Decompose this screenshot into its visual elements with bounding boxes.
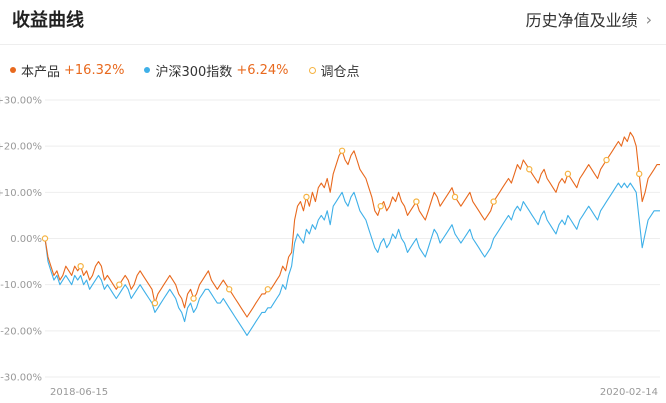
rebalance-point[interactable] bbox=[490, 198, 497, 205]
y-tick-label: -30.00% bbox=[0, 373, 42, 384]
legend-label: 沪深300指数 bbox=[155, 64, 233, 80]
series-line-product bbox=[44, 131, 660, 318]
legend-value: +16.32% bbox=[64, 62, 125, 78]
rebalance-point[interactable] bbox=[41, 235, 49, 242]
rebalance-point[interactable] bbox=[564, 170, 572, 178]
history-nav-link[interactable]: 历史净值及业绩 › bbox=[526, 7, 652, 31]
legend-dot-icon bbox=[10, 67, 16, 73]
legend-value: +6.24% bbox=[236, 62, 289, 78]
rebalance-point[interactable] bbox=[303, 193, 310, 201]
rebalance-point[interactable] bbox=[77, 262, 84, 270]
x-tick-label: 2018-06-15 bbox=[50, 387, 108, 398]
rebalance-point[interactable] bbox=[413, 198, 420, 205]
rebalance-point[interactable] bbox=[338, 147, 346, 154]
legend-item-index[interactable]: 沪深300指数 +6.24% bbox=[144, 61, 289, 80]
legend-dot-icon bbox=[144, 67, 151, 73]
rebalance-point[interactable] bbox=[151, 299, 159, 307]
return-chart: +30.00% +20.00% +10.00% 0.00% -10.00% -20.00%… bbox=[0, 96, 660, 398]
legend-item-product[interactable]: 本产品 +16.32% bbox=[10, 61, 124, 80]
legend-item-rebalance[interactable]: 调仓点 bbox=[308, 61, 360, 80]
y-tick-label: -20.00% bbox=[0, 326, 42, 337]
header-divider bbox=[0, 44, 666, 45]
legend-label: 本产品 bbox=[21, 64, 61, 80]
rebalance-point[interactable] bbox=[603, 156, 610, 164]
chevron-right-icon: › bbox=[645, 9, 652, 29]
chart-title: 收益曲线 bbox=[12, 10, 84, 31]
x-tick-label: 2020-02-14 bbox=[600, 387, 658, 398]
y-tick-label: -10.00% bbox=[0, 280, 42, 291]
y-tick-label: +30.00% bbox=[0, 96, 42, 107]
rebalance-point[interactable] bbox=[190, 295, 197, 302]
legend-ring-icon bbox=[308, 66, 316, 74]
rebalance-point[interactable] bbox=[264, 286, 272, 293]
rebalance-point[interactable] bbox=[116, 281, 123, 288]
series-line-csi300 bbox=[44, 182, 660, 336]
y-tick-label: 0.00% bbox=[10, 234, 42, 245]
y-tick-label: +20.00% bbox=[0, 142, 42, 153]
chart-legend: 本产品 +16.32% 沪深300指数 +6.24% 调仓点 bbox=[10, 60, 380, 80]
rebalance-point[interactable] bbox=[451, 193, 459, 201]
rebalance-point[interactable] bbox=[526, 166, 533, 173]
rebalance-point[interactable] bbox=[636, 170, 643, 178]
rebalance-point[interactable] bbox=[226, 286, 233, 293]
legend-label: 调仓点 bbox=[320, 64, 360, 80]
history-nav-label: 历史净值及业绩 bbox=[525, 11, 638, 30]
chart-header: 收益曲线 历史净值及业绩 › bbox=[0, 0, 666, 40]
y-tick-label: +10.00% bbox=[0, 188, 42, 199]
rebalance-point[interactable] bbox=[377, 202, 384, 210]
